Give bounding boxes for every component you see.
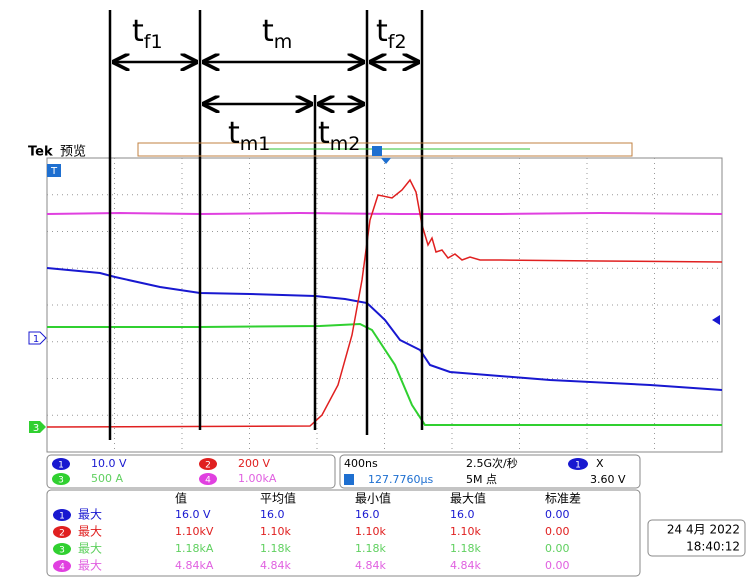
measure-header: 平均值 — [260, 491, 296, 506]
channel-box — [46, 454, 336, 489]
annotation-label: tm — [262, 14, 292, 53]
channel-number: 4 — [205, 476, 211, 486]
annotation-main: t — [262, 14, 274, 49]
measure-label: 最大 — [78, 559, 102, 573]
annotation-main: t — [228, 116, 240, 151]
time: 18:40:12 — [686, 540, 740, 554]
mode: 预览 — [60, 144, 86, 160]
channel-badge — [199, 458, 217, 470]
measure-cell: 4.84kA — [175, 559, 214, 572]
annotation-sub: m — [274, 31, 293, 53]
measure-badge — [53, 560, 71, 572]
ch3-ground-marker: 3 — [33, 423, 39, 434]
measure-cell: 0.00 — [545, 559, 570, 572]
trace-ch3 — [47, 322, 722, 426]
annotation-label: tm1 — [228, 116, 270, 155]
measure-box — [46, 489, 641, 577]
measure-cell: 1.10k — [355, 525, 386, 538]
trigger-marker: T — [50, 166, 58, 177]
trigger-channel-badge — [568, 458, 588, 470]
channel-scale: 500 A — [91, 472, 123, 485]
measure-cell: 1.10kV — [175, 525, 214, 538]
measure-cell: 0.00 — [545, 508, 570, 521]
trigger-badge — [47, 164, 61, 177]
measure-cell: 0.00 — [545, 542, 570, 555]
measure-cell: 1.10k — [260, 525, 291, 538]
measure-cell: 1.18k — [355, 542, 386, 555]
measure-channel: 3 — [59, 546, 65, 556]
channel-scale: 200 V — [238, 457, 270, 470]
graticule-frame — [46, 157, 723, 453]
annotation-sub: m2 — [330, 133, 361, 155]
measure-cell: 1.18kA — [175, 542, 214, 555]
annotation-main: t — [318, 116, 330, 151]
measure-cell: 0.00 — [545, 525, 570, 538]
channel-scale: 10.0 V — [91, 457, 127, 470]
measure-channel: 4 — [59, 563, 65, 573]
acq-box — [339, 454, 641, 489]
measure-cell: 1.18k — [450, 542, 481, 555]
measure-channel: 1 — [59, 512, 65, 522]
ch1-ground-badge — [28, 331, 47, 345]
measure-cell: 16.0 — [260, 508, 285, 521]
measure-badge — [53, 543, 71, 555]
measure-badge — [53, 509, 71, 521]
measure-label: 最大 — [78, 542, 102, 556]
annotation-label: tm2 — [318, 116, 360, 155]
annotation-lines — [108, 10, 424, 440]
measure-header: 值 — [175, 491, 187, 506]
channel-badge — [199, 473, 217, 485]
measure-cell: 4.84k — [450, 559, 481, 572]
trace-ch4 — [46, 211, 723, 216]
measure-label: 最大 — [78, 508, 102, 522]
position-icon — [344, 474, 354, 485]
ch1-ground-marker: 1 — [33, 334, 39, 345]
annotation-main: t — [132, 14, 144, 49]
measure-label: 最大 — [78, 525, 102, 539]
graticule — [46, 157, 723, 453]
measure-cell: 4.84k — [355, 559, 386, 572]
measure-cell: 16.0 — [450, 508, 475, 521]
annotation-main: t — [376, 14, 388, 49]
annotation-sub: f2 — [388, 31, 407, 53]
annotation-label: tf2 — [376, 14, 407, 53]
brand: Tek — [28, 145, 53, 160]
record-length: 5M 点 — [466, 473, 497, 486]
trigger-pos-box — [372, 146, 382, 156]
trigger-level: 3.60 V — [590, 473, 626, 486]
annotation-sub: f1 — [144, 31, 163, 53]
channel-badge — [52, 458, 70, 470]
channel-badge — [52, 473, 70, 485]
trigger-channel: 1 — [575, 461, 581, 471]
annotation-sub: m1 — [240, 133, 271, 155]
trigger-pos-arrow — [381, 158, 391, 164]
measure-cell: 16.0 V — [175, 508, 211, 521]
measure-channel: 2 — [59, 529, 65, 539]
channel-number: 3 — [58, 476, 64, 486]
measure-header: 标准差 — [545, 492, 581, 506]
channel-number: 2 — [205, 461, 211, 471]
position: 127.7760µs — [368, 473, 433, 486]
measure-cell: 1.18k — [260, 542, 291, 555]
channel-scale: 1.00kA — [238, 472, 277, 485]
channel-number: 1 — [58, 461, 64, 471]
trigger-symbol: Ⅹ — [596, 457, 604, 470]
timebase: 400ns — [344, 457, 378, 470]
measure-cell: 4.84k — [260, 559, 291, 572]
measure-header: 最小值 — [355, 491, 391, 506]
datetime-box — [647, 519, 746, 557]
sample-rate: 2.5G次/秒 — [466, 456, 518, 470]
measure-badge — [53, 526, 71, 538]
measure-header: 最大值 — [450, 491, 486, 506]
ch3-ground-badge — [29, 421, 46, 433]
trigger-level-arrow — [712, 315, 720, 325]
measure-cell: 1.10k — [450, 525, 481, 538]
measure-cell: 16.0 — [355, 508, 380, 521]
date: 24 4月 2022 — [667, 523, 740, 537]
annotation-label: tf1 — [132, 14, 163, 53]
record-bar — [137, 142, 633, 157]
